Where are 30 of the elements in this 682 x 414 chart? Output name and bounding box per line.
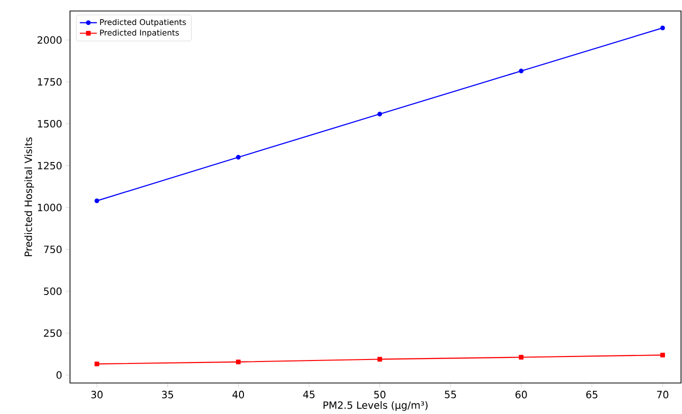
x-tick-label: 35 bbox=[162, 390, 174, 398]
x-tick-label: 50 bbox=[374, 390, 386, 398]
point bbox=[518, 354, 524, 360]
point bbox=[94, 198, 100, 204]
x-tick-label: 65 bbox=[586, 390, 598, 398]
y-tick-label: 250 bbox=[44, 329, 62, 337]
x-tick-label: 70 bbox=[657, 390, 668, 398]
point bbox=[377, 356, 382, 362]
y-tick-label: 1750 bbox=[38, 78, 62, 86]
point bbox=[518, 68, 524, 74]
y-tick-label: 500 bbox=[44, 287, 62, 295]
point bbox=[236, 154, 241, 160]
y-tick-label: 2000 bbox=[38, 36, 62, 44]
point bbox=[236, 360, 241, 364]
x-tick-label: 40 bbox=[232, 390, 244, 398]
point bbox=[94, 362, 100, 366]
y-tick-label: 0 bbox=[56, 371, 62, 379]
x-tick-label: 45 bbox=[303, 390, 314, 398]
y-tick-label: 1250 bbox=[38, 162, 62, 170]
x-tick-label: 55 bbox=[444, 390, 456, 398]
point bbox=[377, 112, 382, 116]
point bbox=[660, 26, 665, 30]
x-tick-label: 60 bbox=[516, 390, 527, 398]
y-tick-label: 750 bbox=[44, 246, 62, 254]
point bbox=[660, 352, 665, 358]
y-axis-title: Predicted Hospital Visits bbox=[24, 137, 34, 256]
y-tick-label: 1500 bbox=[38, 120, 62, 128]
x-tick-label: 30 bbox=[91, 390, 103, 398]
y-tick-label: 1000 bbox=[38, 204, 62, 212]
x-axis-title: PM2.5 Levels (µg/m³) bbox=[324, 401, 428, 411]
